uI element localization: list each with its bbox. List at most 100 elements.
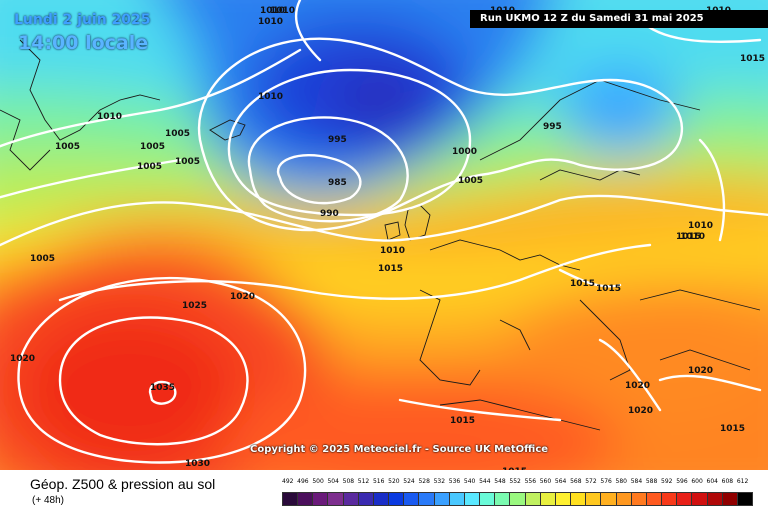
- isobar-label: 1010: [680, 232, 705, 242]
- isobar-label: 1005: [458, 176, 483, 186]
- isobar-label: 995: [543, 122, 562, 132]
- isobar-label: 1035: [150, 383, 175, 393]
- weather-map: 1010101010101010101510101005100510051005…: [0, 0, 768, 470]
- scale-swatch: [357, 492, 374, 506]
- isobar-label: 1015: [450, 416, 475, 426]
- isobar-label: 1020: [625, 381, 650, 391]
- scale-tick-label: 508: [342, 478, 355, 485]
- scale-tick-label: 516: [372, 478, 385, 485]
- isobar-label: 1005: [30, 254, 55, 264]
- scale-tick-label: 568: [570, 478, 582, 485]
- scale-swatch: [539, 492, 556, 506]
- isobar-label: 1015: [502, 467, 527, 470]
- isobar-label: 1020: [628, 406, 653, 416]
- scale-swatch: [494, 492, 511, 506]
- isobar-label: 1005: [137, 162, 162, 172]
- isobar-label: 1020: [10, 354, 35, 364]
- scale-swatch: [645, 492, 663, 506]
- scale-tick-label: 608: [721, 478, 734, 485]
- scale-swatch: [448, 492, 465, 506]
- scale-tick-label: 556: [524, 478, 537, 485]
- scale-swatch: [736, 492, 753, 506]
- isobar-label: 1020: [688, 366, 713, 376]
- scale-tick-label: 600: [691, 478, 703, 485]
- scale-swatch: [433, 492, 450, 506]
- pressure-labels: 1010101010101010101510101005100510051005…: [10, 6, 765, 470]
- scale-tick-label: 540: [463, 478, 476, 485]
- isobar-label: 1010: [270, 6, 295, 16]
- geopotential-color-scale: 492 496 500 504 508 512 516 520 524 528 532 536 540 5…: [282, 478, 753, 508]
- isobar-label: 1000: [452, 147, 477, 157]
- scale-tick-label: 604: [706, 478, 718, 485]
- scale-swatch: [615, 492, 632, 506]
- geopotential-field: [0, 0, 768, 470]
- scale-swatch: [600, 492, 617, 506]
- isobar-label: 990: [320, 209, 339, 219]
- isobar-label: 1020: [230, 292, 255, 302]
- scale-tick-label: 536: [448, 478, 461, 485]
- scale-swatch: [676, 492, 693, 506]
- isobar-label: 1005: [165, 129, 190, 139]
- scale-tick-label: 612: [736, 478, 749, 485]
- isobar-label: 1005: [55, 142, 80, 152]
- scale-swatch: [403, 492, 420, 506]
- scale-tick-label: 564: [554, 478, 567, 485]
- scale-tick-label: 500: [312, 478, 324, 485]
- scale-swatch: [706, 492, 723, 506]
- scale-swatch: [388, 492, 405, 506]
- isobar-label: 1025: [182, 301, 207, 311]
- scale-swatch: [630, 492, 647, 506]
- scale-swatch: [418, 492, 435, 506]
- scale-tick-label: 512: [357, 478, 370, 485]
- scale-swatch: [570, 492, 587, 506]
- isobar-label: 995: [328, 135, 347, 145]
- scale-tick-label: 492: [282, 478, 294, 485]
- scale-swatch: [282, 492, 299, 506]
- forecast-time: 14:00 locale: [18, 32, 149, 54]
- isobar-label: 1015: [676, 232, 701, 242]
- scale-swatch: [372, 492, 390, 506]
- scale-swatch: [554, 492, 572, 506]
- scale-tick-label: 560: [539, 478, 552, 485]
- map-footer: Géop. Z500 & pression au sol (+ 48h) 492…: [0, 470, 768, 512]
- map-canvas: 1010101010101010101510101005100510051005…: [0, 0, 768, 470]
- scale-tick-label: 524: [403, 478, 415, 485]
- isobar-label: 1015: [570, 279, 595, 289]
- scale-swatch: [479, 492, 496, 506]
- scale-tick-label: 572: [585, 478, 597, 485]
- isobar-label: 1010: [688, 221, 713, 231]
- scale-swatch: [297, 492, 314, 506]
- model-run-info: Run UKMO 12 Z du Samedi 31 mai 2025: [470, 10, 768, 28]
- scale-swatch: [661, 492, 678, 506]
- isobar-label: 1010: [258, 92, 283, 102]
- scale-swatch: [721, 492, 738, 506]
- scale-swatch: [585, 492, 602, 506]
- scale-tick-label: 532: [433, 478, 446, 485]
- scale-swatch: [327, 492, 344, 506]
- isobar-label: 1015: [378, 264, 403, 274]
- scale-tick-label: 580: [615, 478, 627, 485]
- isobar-label: 1030: [185, 459, 210, 469]
- scale-swatch: [509, 492, 526, 506]
- isobar-label: 1015: [720, 424, 745, 434]
- isobar-label: 1005: [140, 142, 165, 152]
- scale-tick-label: 592: [661, 478, 673, 485]
- copyright-notice: Copyright © 2025 Meteociel.fr - Source U…: [250, 444, 549, 455]
- forecast-date: Lundi 2 juin 2025: [14, 12, 151, 28]
- scale-swatch: [463, 492, 481, 506]
- scale-tick-label: 520: [388, 478, 400, 485]
- isobar-label: 1010: [258, 17, 283, 27]
- isobar-label: 1015: [740, 54, 765, 64]
- scale-tick-label: 544: [479, 478, 491, 485]
- scale-tick-label: 548: [494, 478, 506, 485]
- isobars: [0, 0, 768, 463]
- scale-tick-label: 584: [630, 478, 643, 485]
- scale-tick-label: 596: [676, 478, 688, 485]
- isobar-label: 1015: [596, 284, 621, 294]
- isobar-label: 1010: [260, 6, 285, 16]
- scale-swatch: [691, 492, 708, 506]
- scale-swatch: [342, 492, 359, 506]
- scale-tick-label: 504: [327, 478, 339, 485]
- scale-swatch: [524, 492, 541, 506]
- map-parameter-title: Géop. Z500 & pression au sol: [30, 476, 216, 492]
